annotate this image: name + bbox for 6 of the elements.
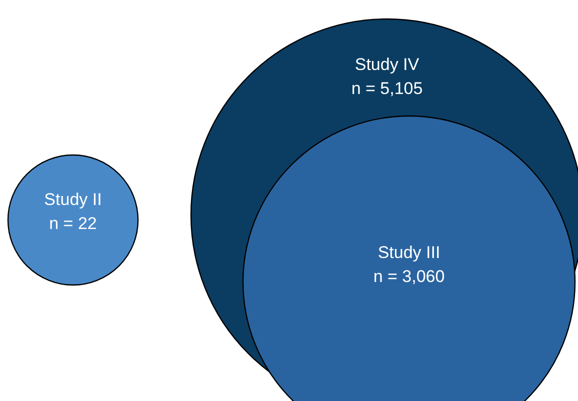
data-label: n = 5,105 (351, 79, 423, 98)
category-label: Study II (44, 190, 102, 209)
category-label: Study IV (354, 55, 420, 74)
category-label: Study III (378, 243, 440, 262)
data-label: n = 22 (49, 214, 97, 233)
data-label: n = 3,060 (373, 267, 445, 286)
